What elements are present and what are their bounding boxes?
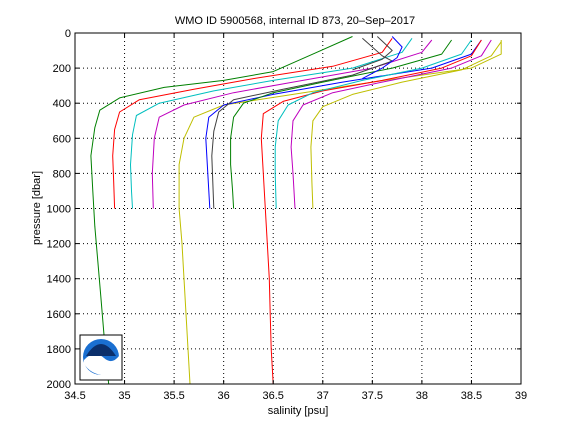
noaa-logo xyxy=(79,334,123,381)
series-line-13 xyxy=(362,36,403,80)
y-tick-label: 0 xyxy=(65,28,71,40)
y-tick-label: 2000 xyxy=(47,379,71,391)
series-line-1 xyxy=(90,36,353,385)
y-tick-label: 1400 xyxy=(47,274,71,286)
logo-bird xyxy=(86,344,116,356)
series-line-3 xyxy=(130,38,413,209)
series-line-6 xyxy=(205,39,482,209)
series-line-5 xyxy=(178,40,502,385)
x-tick-label: 35 xyxy=(118,390,130,402)
x-tick-label: 38 xyxy=(416,390,428,402)
y-tick-label: 600 xyxy=(53,133,71,145)
y-tick-label: 200 xyxy=(53,63,71,75)
series-line-10 xyxy=(274,39,472,209)
y-tick-label: 1200 xyxy=(47,239,71,251)
series-line-2 xyxy=(112,38,393,209)
series-line-14 xyxy=(352,36,393,71)
y-tick-label: 1800 xyxy=(47,344,71,356)
chart-title: WMO ID 5900568, internal ID 873, 20–Sep–… xyxy=(175,15,415,27)
series-line-12 xyxy=(310,41,502,209)
plot-area: 34.5 35 35.5 36 36.5 37 37.5 38 38.5 39 0 200 400 600… xyxy=(47,28,528,402)
grid xyxy=(75,33,521,384)
y-axis-label: pressure [dbar] xyxy=(31,171,43,245)
series-line-8 xyxy=(230,39,453,209)
logo-wave xyxy=(84,353,119,376)
y-tick-label: 1600 xyxy=(47,309,71,321)
plot-background xyxy=(75,33,521,384)
series-line-11 xyxy=(290,39,492,209)
x-tick-label: 35.5 xyxy=(163,390,184,402)
x-tick-label: 36.5 xyxy=(263,390,284,402)
series-line-7 xyxy=(211,37,393,209)
x-tick-label: 39 xyxy=(515,390,527,402)
x-tick-label: 36 xyxy=(218,390,230,402)
axis-ticks: 34.5 35 35.5 36 36.5 37 37.5 38 38.5 39 0 200 400 600… xyxy=(47,28,528,402)
x-tick-label: 37 xyxy=(317,390,329,402)
y-tick-label: 1000 xyxy=(47,204,71,216)
y-tick-label: 800 xyxy=(53,168,71,180)
series-line-9 xyxy=(260,39,482,385)
x-tick-label: 38.5 xyxy=(461,390,482,402)
y-tick-label: 400 xyxy=(53,98,71,110)
series-line-4 xyxy=(151,39,433,209)
x-axis-label: salinity [psu] xyxy=(268,405,329,417)
series-layer xyxy=(90,36,502,385)
x-tick-label: 37.5 xyxy=(362,390,383,402)
x-tick-label: 34.5 xyxy=(64,390,85,402)
